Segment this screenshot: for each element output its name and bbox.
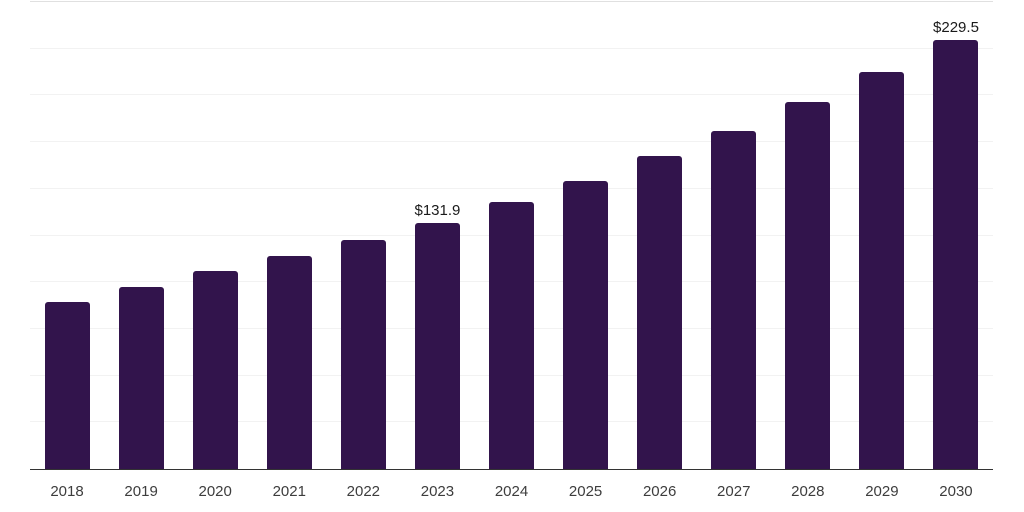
- x-tick-label-2021: 2021: [272, 483, 306, 500]
- bar-slot-2028: [771, 2, 845, 469]
- bar-2029[interactable]: [859, 72, 905, 469]
- bar-slot-2022: [326, 2, 400, 469]
- bar-slot-2027: [697, 2, 771, 469]
- bar-2026[interactable]: [637, 155, 683, 469]
- bar-value-label-2023: $131.9: [414, 201, 461, 219]
- bar-2020[interactable]: [192, 271, 238, 469]
- x-tick-label-2029: 2029: [865, 483, 899, 500]
- x-tick-label-2019: 2019: [124, 483, 158, 500]
- bar-slot-2029: [845, 2, 919, 469]
- x-axis: 2018 2019 2020 2021 2022 2023 2024 2025 2026 2027…: [30, 471, 993, 512]
- x-tick-label-2018: 2018: [50, 483, 84, 500]
- bar-series: $131.9 $229.5: [30, 2, 993, 469]
- bar-2018[interactable]: [44, 301, 90, 469]
- x-tick-label-2023: 2023: [420, 483, 455, 500]
- bar-slot-2019: [104, 2, 178, 469]
- bar-slot-2023: $131.9: [400, 2, 474, 469]
- bar-slot-2020: [178, 2, 252, 469]
- bar-slot-2025: [549, 2, 623, 469]
- x-tick-label-2025: 2025: [568, 483, 603, 500]
- bar-2030[interactable]: [933, 40, 979, 469]
- bar-slot-2021: [252, 2, 326, 469]
- x-tick-label-2030: 2030: [939, 483, 973, 500]
- bar-2023[interactable]: [414, 222, 460, 469]
- plot-area: $131.9 $229.5: [30, 1, 993, 470]
- bar-slot-2026: [623, 2, 697, 469]
- bar-2024[interactable]: [489, 201, 534, 469]
- x-tick-label-2024: 2024: [494, 483, 529, 500]
- bar-2021[interactable]: [266, 255, 312, 469]
- x-tick-label-2022: 2022: [346, 483, 381, 500]
- x-tick-label-2026: 2026: [642, 483, 677, 500]
- bar-slot-2030: $229.5: [919, 2, 993, 469]
- bar-value-label-2030: $229.5: [933, 19, 979, 37]
- bar-2028[interactable]: [785, 101, 831, 469]
- bar-2027[interactable]: [711, 130, 757, 469]
- bar-2025[interactable]: [563, 180, 609, 469]
- x-tick-label-2027: 2027: [717, 483, 751, 500]
- bar-2019[interactable]: [118, 286, 164, 469]
- bar-2022[interactable]: [340, 240, 386, 469]
- x-tick-label-2020: 2020: [198, 483, 232, 500]
- bar-slot-2018: [30, 2, 104, 469]
- bar-slot-2024: [474, 2, 548, 469]
- x-tick-label-2028: 2028: [791, 483, 825, 500]
